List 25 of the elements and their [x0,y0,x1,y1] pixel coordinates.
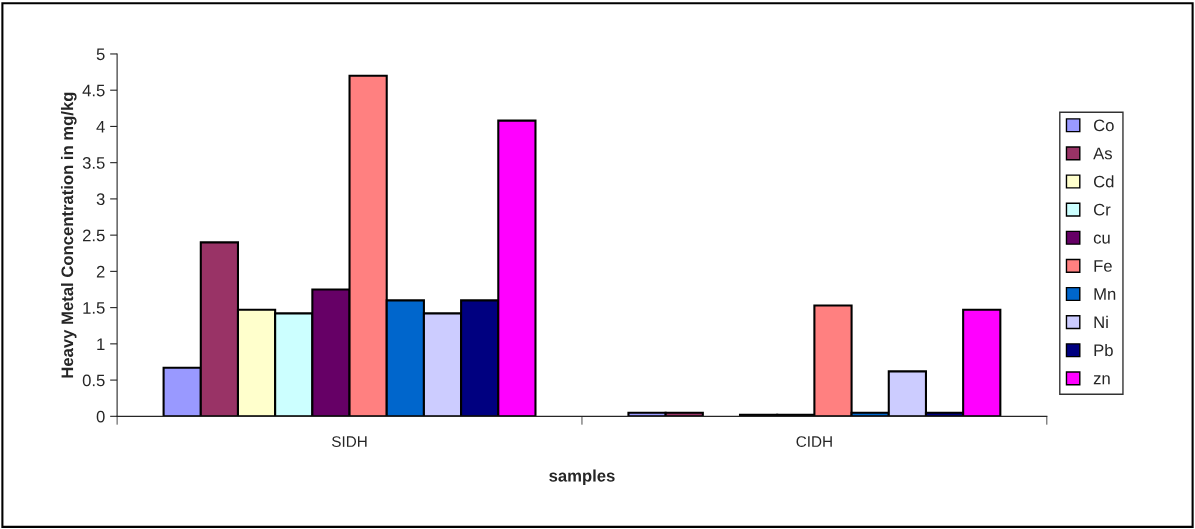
x-tick-label: CIDH [796,436,832,447]
y-tick-label: 3 [96,193,105,206]
y-tick-label: 0.5 [82,374,105,387]
x-axis-title: samples [549,469,615,485]
y-tick-label: 1 [97,338,105,350]
y-tick-label: 2.5 [82,229,105,242]
legend-label: Mn [1094,288,1116,300]
legend-label: As [1093,147,1112,160]
legend-label: cu [1093,234,1110,244]
legend-label: Cd [1093,175,1114,188]
y-tick-label: 4.5 [82,84,105,97]
legend-label: Pb [1094,343,1113,357]
legend-label: Ni [1094,315,1108,328]
legend-label: zn [1093,375,1110,385]
y-tick-label: 2 [96,265,105,278]
legend-label: Fe [1094,260,1112,272]
y-axis-title: Heavy Metal Concentration in mg/kg [60,92,77,378]
y-tick-label: 5 [96,48,105,61]
y-tick-label: 0 [96,410,105,423]
legend-label: Co [1093,119,1114,132]
y-tick-label: 1.5 [83,302,105,314]
y-tick-label: 3.5 [82,157,105,169]
x-tick-label: SIDH [331,436,367,447]
legend-label: Cr [1093,203,1111,216]
y-tick-label: 4 [96,121,105,133]
